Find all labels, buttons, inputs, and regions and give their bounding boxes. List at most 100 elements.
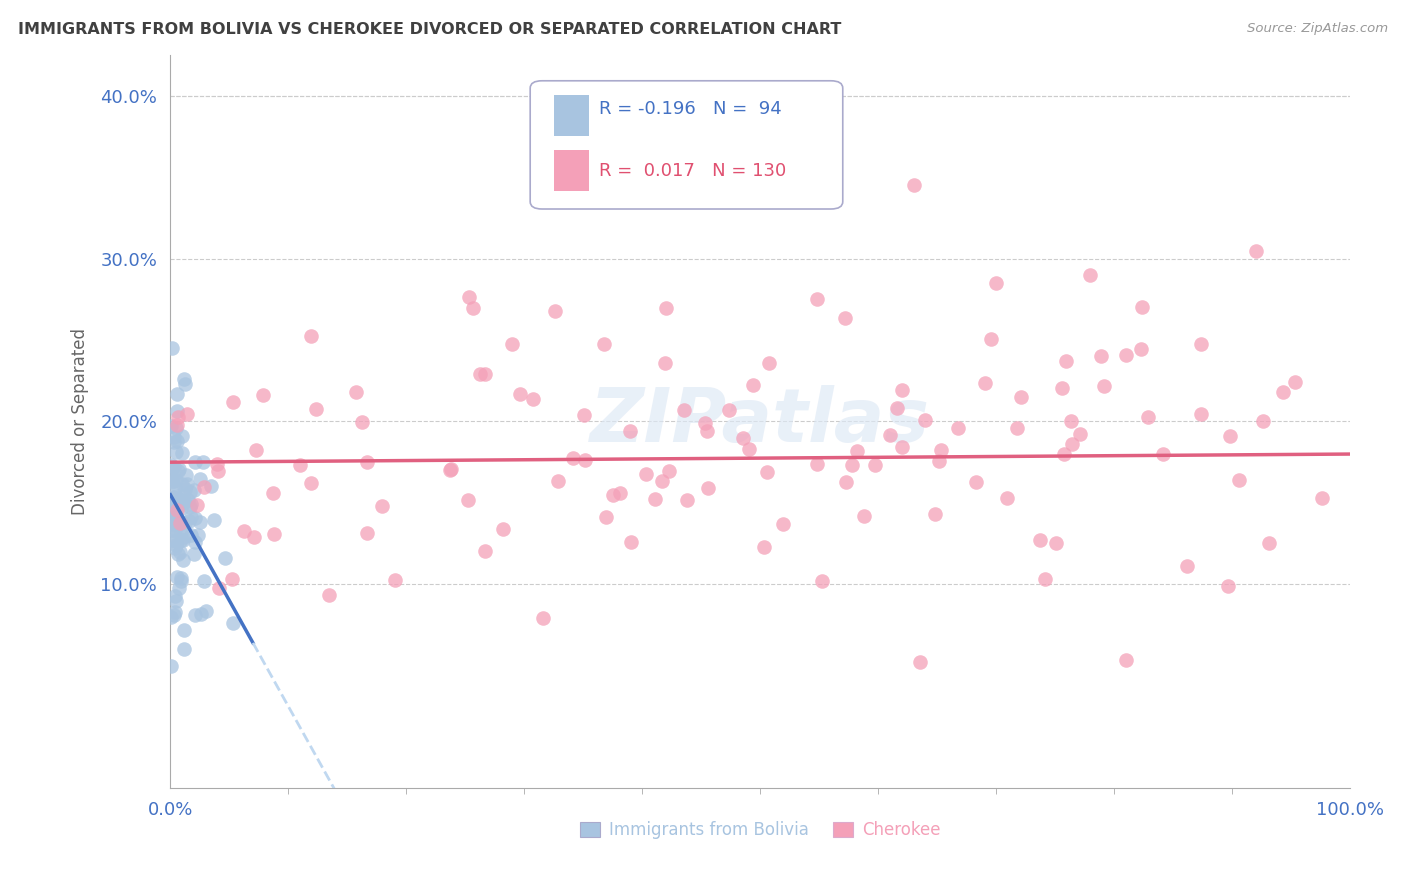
Point <box>160 341 183 355</box>
Point <box>619 424 641 438</box>
Point <box>162 496 184 510</box>
Point <box>170 516 193 530</box>
Point <box>620 535 643 549</box>
Legend: Immigrants from Bolivia, Cherokee: Immigrants from Bolivia, Cherokee <box>574 814 946 846</box>
Point <box>166 434 188 449</box>
Point <box>853 508 876 523</box>
Point <box>1092 379 1115 393</box>
Point <box>344 385 367 400</box>
Point <box>1054 353 1077 368</box>
Text: R =  0.017   N = 130: R = 0.017 N = 130 <box>599 162 786 180</box>
Point <box>457 493 479 508</box>
Point <box>903 178 925 193</box>
Point <box>1272 385 1295 400</box>
Point <box>162 515 184 529</box>
Point <box>547 474 569 488</box>
Point <box>166 409 188 424</box>
Point <box>167 462 190 476</box>
Point <box>574 453 596 467</box>
Point <box>262 486 284 500</box>
Point <box>299 329 322 343</box>
Point <box>636 467 658 481</box>
Point <box>174 467 197 482</box>
Y-axis label: Divorced or Separated: Divorced or Separated <box>72 328 89 515</box>
Point <box>179 485 201 500</box>
Point <box>163 541 186 555</box>
Point <box>162 475 184 489</box>
Point <box>222 395 245 409</box>
Point <box>170 526 193 541</box>
Point <box>167 547 190 561</box>
Point <box>1130 300 1153 314</box>
Point <box>160 418 183 433</box>
Point <box>166 417 188 432</box>
Point <box>173 372 195 386</box>
Point <box>865 458 887 472</box>
Point <box>166 570 188 584</box>
Point <box>162 430 184 444</box>
Point <box>693 416 716 430</box>
Point <box>468 367 491 381</box>
Point <box>166 516 188 531</box>
Point <box>184 607 207 622</box>
Point <box>245 442 267 457</box>
Point <box>160 458 183 473</box>
Point <box>1010 390 1032 404</box>
Point <box>696 481 718 495</box>
Point <box>1069 426 1091 441</box>
Point <box>169 533 191 547</box>
Point <box>1090 349 1112 363</box>
Point <box>891 383 914 397</box>
Point <box>165 490 187 504</box>
Point <box>167 464 190 478</box>
Point <box>194 604 217 618</box>
Point <box>834 311 856 326</box>
Point <box>846 444 869 458</box>
Point <box>202 513 225 527</box>
Point <box>183 511 205 525</box>
Point <box>173 624 195 638</box>
Point <box>755 466 778 480</box>
Point <box>1052 447 1074 461</box>
Point <box>160 610 183 624</box>
Point <box>1029 533 1052 548</box>
Point <box>741 377 763 392</box>
Point <box>299 476 322 491</box>
Point <box>160 470 183 484</box>
Point <box>190 607 212 621</box>
Point <box>1189 407 1212 421</box>
Point <box>169 492 191 507</box>
Point <box>928 453 950 467</box>
Point <box>785 162 807 177</box>
Point <box>561 451 583 466</box>
Point <box>806 457 828 471</box>
Point <box>841 458 863 472</box>
Point <box>914 413 936 427</box>
Point <box>179 500 201 515</box>
Point <box>908 655 931 669</box>
Point <box>174 377 197 392</box>
Point <box>166 387 188 401</box>
Point <box>169 516 191 530</box>
Point <box>170 446 193 460</box>
Point <box>193 480 215 494</box>
Point <box>811 574 834 588</box>
Point <box>173 642 195 657</box>
Point <box>318 588 340 602</box>
Point <box>501 337 523 351</box>
Point <box>384 573 406 587</box>
Point <box>644 491 666 506</box>
Text: R = -0.196   N =  94: R = -0.196 N = 94 <box>599 100 782 118</box>
Point <box>806 292 828 306</box>
Point <box>356 526 378 541</box>
Point <box>440 462 463 476</box>
Point <box>165 589 187 603</box>
Point <box>1189 336 1212 351</box>
Point <box>160 503 183 517</box>
Point <box>160 658 183 673</box>
Point <box>592 337 614 351</box>
Point <box>207 464 229 478</box>
Point <box>651 475 673 489</box>
FancyBboxPatch shape <box>530 81 842 209</box>
Point <box>288 458 311 472</box>
